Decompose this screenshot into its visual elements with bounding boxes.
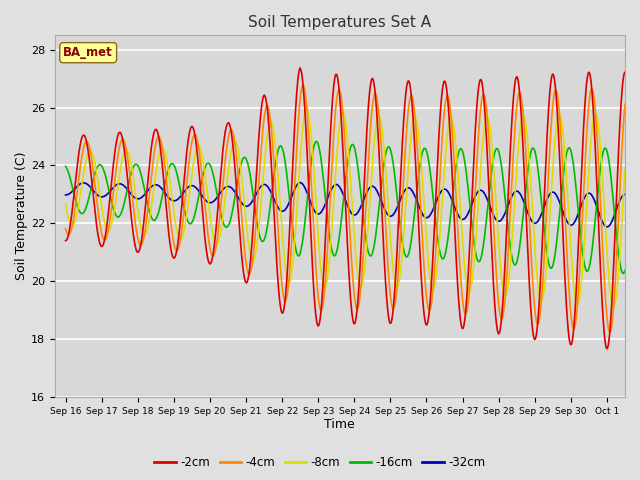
-8cm bbox=[218, 223, 225, 229]
-4cm bbox=[61, 226, 69, 232]
-2cm bbox=[374, 127, 381, 133]
Text: BA_met: BA_met bbox=[63, 46, 113, 59]
-2cm bbox=[61, 238, 69, 243]
-4cm bbox=[606, 329, 614, 335]
Y-axis label: Soil Temperature (C): Soil Temperature (C) bbox=[15, 152, 28, 280]
-2cm bbox=[572, 296, 580, 301]
-8cm bbox=[621, 167, 629, 173]
-8cm bbox=[610, 305, 618, 311]
-16cm bbox=[218, 214, 225, 220]
-4cm bbox=[362, 209, 369, 215]
-2cm bbox=[362, 150, 369, 156]
-16cm bbox=[374, 215, 381, 221]
-32cm bbox=[218, 188, 225, 194]
-8cm bbox=[61, 201, 69, 207]
X-axis label: Time: Time bbox=[324, 419, 355, 432]
-32cm bbox=[61, 192, 69, 198]
-16cm bbox=[61, 164, 69, 169]
-16cm bbox=[588, 253, 595, 259]
-8cm bbox=[374, 114, 381, 120]
-16cm bbox=[312, 139, 320, 144]
-4cm bbox=[299, 82, 307, 88]
Line: -16cm: -16cm bbox=[65, 142, 625, 274]
Line: -2cm: -2cm bbox=[65, 68, 625, 348]
-4cm bbox=[588, 86, 595, 92]
-2cm bbox=[621, 70, 629, 75]
-8cm bbox=[588, 134, 595, 140]
Line: -32cm: -32cm bbox=[65, 182, 625, 227]
-32cm bbox=[604, 224, 611, 230]
-4cm bbox=[621, 101, 629, 107]
Line: -4cm: -4cm bbox=[65, 85, 625, 332]
-2cm bbox=[296, 65, 304, 71]
-32cm bbox=[588, 192, 595, 197]
-4cm bbox=[218, 195, 225, 201]
-8cm bbox=[303, 106, 310, 111]
-8cm bbox=[362, 255, 369, 261]
-32cm bbox=[508, 193, 516, 199]
-2cm bbox=[508, 115, 516, 121]
-2cm bbox=[603, 346, 611, 351]
-4cm bbox=[374, 101, 381, 107]
-32cm bbox=[621, 192, 629, 197]
Title: Soil Temperatures Set A: Soil Temperatures Set A bbox=[248, 15, 431, 30]
-8cm bbox=[572, 298, 580, 304]
-4cm bbox=[572, 319, 580, 324]
-32cm bbox=[572, 217, 580, 223]
-16cm bbox=[508, 254, 516, 260]
Legend: -2cm, -4cm, -8cm, -16cm, -32cm: -2cm, -4cm, -8cm, -16cm, -32cm bbox=[150, 452, 490, 474]
-16cm bbox=[620, 271, 627, 276]
-4cm bbox=[508, 176, 516, 181]
-16cm bbox=[572, 182, 580, 188]
-32cm bbox=[296, 180, 304, 185]
-16cm bbox=[362, 234, 369, 240]
-8cm bbox=[508, 237, 516, 243]
-2cm bbox=[218, 161, 225, 167]
-2cm bbox=[588, 81, 595, 87]
-32cm bbox=[362, 192, 369, 198]
Line: -8cm: -8cm bbox=[65, 108, 625, 308]
-16cm bbox=[621, 267, 629, 273]
-32cm bbox=[374, 190, 381, 195]
